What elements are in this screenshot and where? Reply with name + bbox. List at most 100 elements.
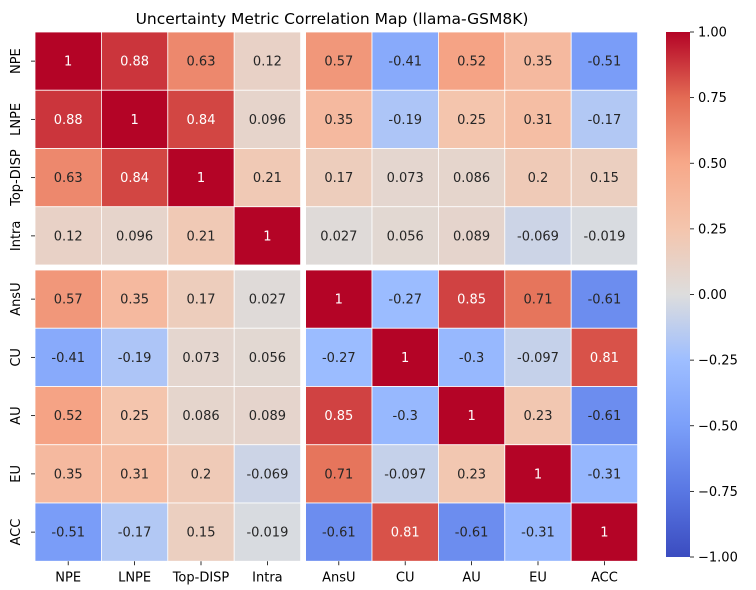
column-tick-label: Intra [252, 570, 282, 585]
cell-value-label: 0.85 [324, 409, 353, 424]
colorbar-tick-label: 0.00 [698, 288, 727, 303]
cell-value-label: -0.019 [583, 229, 625, 244]
chart-title: Uncertainty Metric Correlation Map (llam… [136, 10, 529, 28]
cell-value-label: 0.63 [54, 171, 83, 186]
heatmap-cell [504, 327, 572, 387]
cell-value-label: 1 [263, 229, 271, 244]
cell-value-label: 1 [600, 526, 608, 541]
heatmap-cell [437, 502, 506, 562]
cell-value-label: 0.15 [187, 526, 216, 541]
cell-value-label: 0.073 [182, 351, 219, 366]
cell-value-label: 0.17 [324, 171, 353, 186]
cell-value-label: 0.84 [120, 171, 149, 186]
cell-value-label: 0.15 [590, 171, 619, 186]
cell-value-label: 0.25 [457, 113, 486, 128]
colorbar-tick-label: 0.50 [698, 157, 727, 172]
cell-value-label: 1 [130, 113, 138, 128]
heatmap-cell [167, 31, 235, 91]
heatmap-cell [437, 206, 506, 266]
cell-value-label: 0.089 [249, 409, 286, 424]
column-tick-label: NPE [55, 570, 81, 585]
column-tick-label: AnsU [322, 570, 355, 585]
colorbar-tick-label: −1.00 [698, 551, 738, 566]
row-tick-label: LNPE [9, 103, 24, 136]
heatmap-cell [233, 269, 301, 329]
colorbar [666, 32, 690, 557]
heatmap-cell [233, 31, 301, 91]
row-tick-label: NPE [9, 48, 24, 74]
cell-value-label: -0.19 [118, 351, 152, 366]
column-tick-label: EU [529, 570, 547, 585]
column-tick-labels: NPE LNPE Top-DISP Intra AnsU CU AU EU ACC [55, 561, 618, 585]
cell-value-label: -0.41 [51, 351, 85, 366]
heatmap-cell [34, 31, 102, 91]
cell-value-label: 0.096 [249, 113, 286, 128]
heatmap-cell [305, 327, 373, 387]
heatmap-cell [371, 502, 439, 562]
heatmap-cell [570, 89, 639, 149]
cell-value-label: 0.88 [54, 113, 83, 128]
heatmap-cell [101, 206, 169, 266]
cell-value-label: -0.3 [459, 351, 484, 366]
column-tick-label: ACC [591, 570, 618, 585]
cell-value-label: 0.57 [324, 55, 353, 70]
colorbar-tick-labels: 1.00 0.75 0.50 0.25 0.00 −0.25 −0.50 −0.75 −1.00 [690, 26, 738, 566]
colorbar-tick-label: 0.25 [698, 222, 727, 237]
colorbar-tick-label: −0.75 [698, 485, 738, 500]
cell-value-label: 0.056 [249, 351, 286, 366]
heatmap-cell [34, 327, 102, 387]
cell-value-label: 1 [534, 467, 542, 482]
cell-value-label: 0.027 [249, 293, 286, 308]
cell-value-label: 0.12 [253, 55, 282, 70]
cell-value-label: -0.27 [322, 351, 356, 366]
heatmap-cell [101, 31, 169, 91]
cell-value-label: 0.25 [120, 409, 149, 424]
heatmap-cell [233, 444, 301, 504]
heatmap-cell [101, 327, 169, 387]
heatmap-cell [167, 502, 235, 562]
cell-value-label: 0.12 [54, 229, 83, 244]
cell-value-label: 0.086 [182, 409, 219, 424]
cell-value-label: 0.056 [387, 229, 424, 244]
heatmap-cell [34, 89, 102, 149]
cell-value-label: 0.21 [253, 171, 282, 186]
cell-value-label: -0.3 [393, 409, 418, 424]
row-tick-label: AnsU [9, 282, 24, 315]
cell-value-label: -0.61 [455, 526, 489, 541]
colorbar-tick-label: −0.50 [698, 419, 738, 434]
heatmap-cell [233, 89, 301, 149]
heatmap-cell [167, 89, 235, 149]
cell-value-label: -0.17 [118, 526, 152, 541]
colorbar-tick-label: −0.25 [698, 354, 738, 369]
heatmap-cell [233, 206, 301, 266]
heatmap-cell [437, 89, 506, 149]
row-tick-label: EU [9, 465, 24, 483]
heatmap-cell [34, 269, 102, 329]
cell-value-label: -0.61 [322, 526, 356, 541]
heatmap-cell [233, 327, 301, 387]
cell-value-label: 0.63 [187, 55, 216, 70]
cell-value-label: 0.81 [590, 351, 619, 366]
heatmap-cell [167, 269, 235, 329]
heatmap-cell [233, 502, 301, 562]
heatmap-cell [233, 148, 301, 208]
cell-value-label: 0.23 [524, 409, 553, 424]
heatmap-cell [570, 148, 639, 208]
cell-value-label: 0.2 [191, 467, 212, 482]
column-tick-label: LNPE [118, 570, 151, 585]
heatmap-cell [34, 148, 102, 208]
heatmap-cell [34, 386, 102, 446]
heatmap-cell [305, 89, 373, 149]
cell-value-label: -0.51 [588, 55, 622, 70]
heatmap-cell [305, 386, 373, 446]
cell-value-label: 0.71 [524, 293, 553, 308]
cell-value-label: -0.41 [388, 55, 422, 70]
row-tick-label: AU [9, 406, 24, 424]
cell-value-label: -0.31 [588, 467, 622, 482]
row-tick-label: ACC [9, 519, 24, 546]
cell-value-label: 0.2 [528, 171, 549, 186]
heatmap-cell [305, 31, 373, 91]
heatmap-cell [570, 206, 639, 266]
cell-value-label: -0.097 [517, 351, 559, 366]
heatmap-cell [167, 148, 235, 208]
